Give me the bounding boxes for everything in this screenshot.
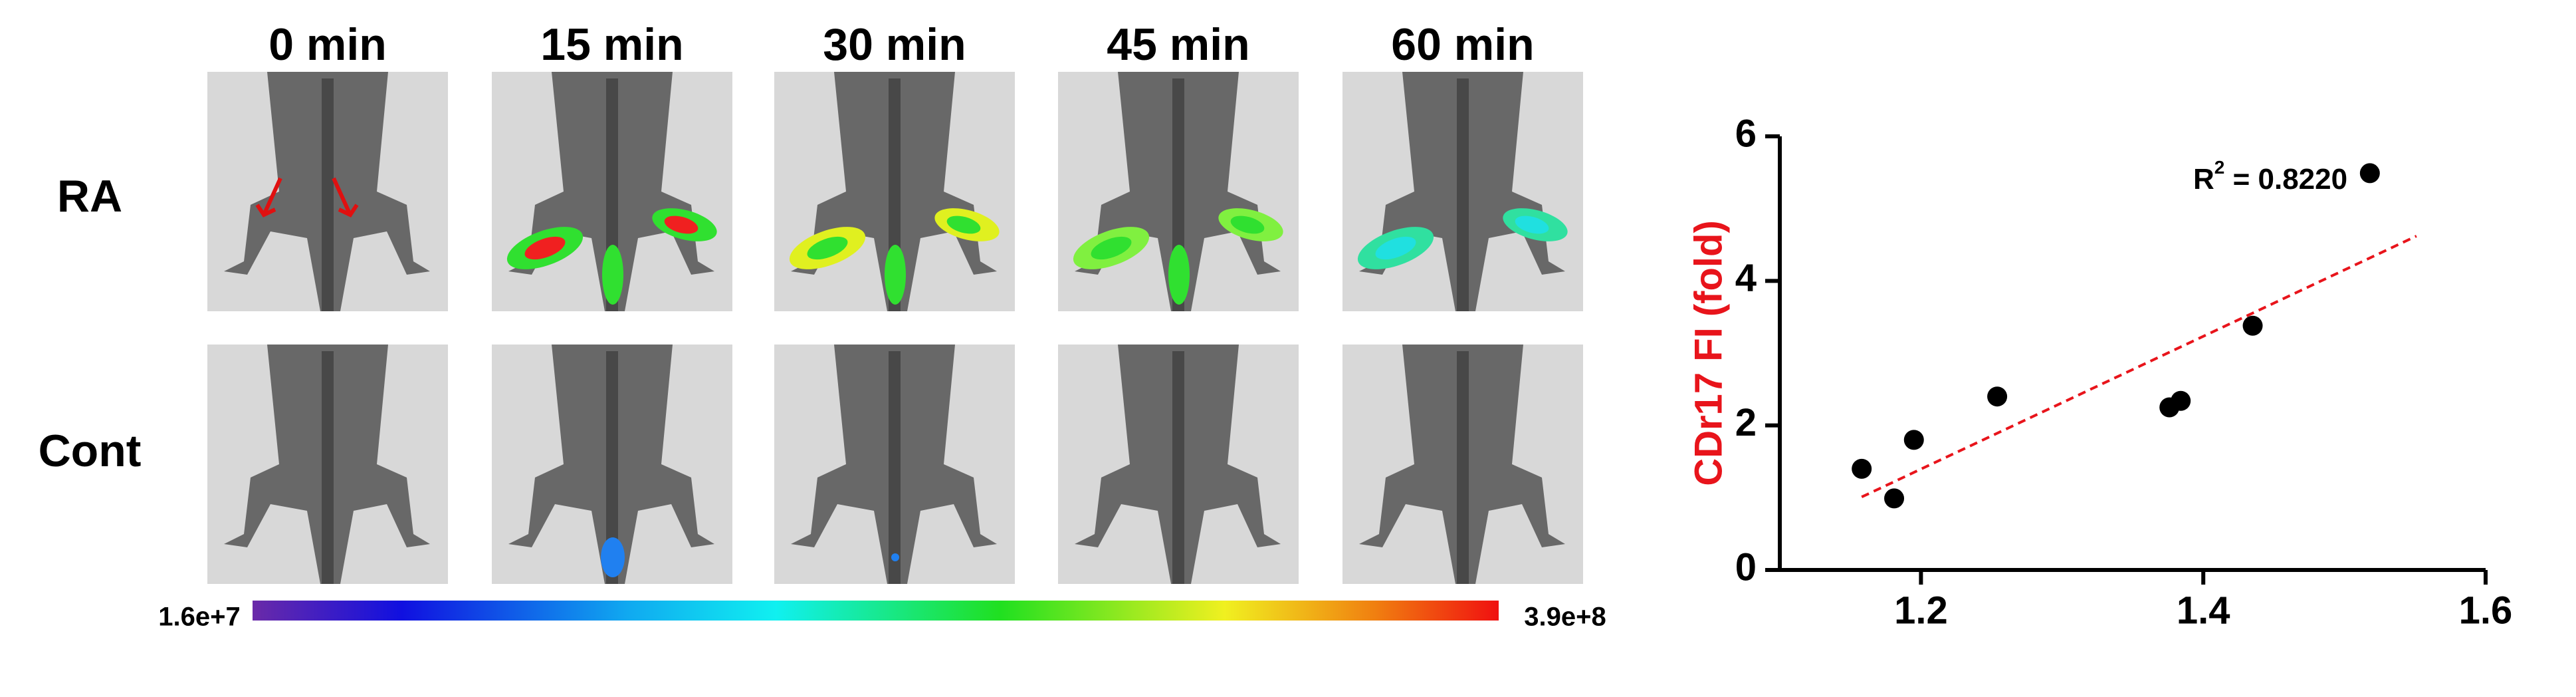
x-tick-label: 1.6	[2459, 589, 2513, 632]
y-tick-label: 0	[1735, 545, 1757, 589]
signal-tail	[601, 537, 625, 577]
signal-right-core	[1230, 215, 1265, 234]
trendline	[1861, 235, 2417, 499]
spine	[1172, 351, 1184, 584]
signal-right-core	[1515, 215, 1549, 234]
annotation-part: 2	[2214, 157, 2225, 178]
arrow	[332, 177, 359, 217]
spine	[1457, 78, 1469, 311]
r-squared-annotation: R2 = 0.8220	[2193, 157, 2347, 195]
arrow	[255, 177, 282, 217]
image-panels: 0 min 15 min 30 min 45 min 60 min RA Cont	[39, 19, 1583, 584]
point	[1852, 458, 1872, 479]
point	[2359, 163, 2380, 184]
panel-image	[207, 345, 448, 584]
panel-image	[207, 72, 448, 311]
signal-left-core	[1375, 236, 1416, 260]
column-label: 60 min	[1391, 19, 1534, 70]
point	[1987, 386, 2008, 407]
spine	[606, 351, 618, 584]
x-tick-label: 1.2	[1894, 589, 1948, 632]
annotation-part: = 0.8220	[2224, 163, 2347, 196]
signal-right-core	[664, 215, 698, 234]
colorbar-min-label: 1.6e+7	[158, 603, 240, 632]
spine	[889, 351, 901, 584]
point	[2171, 390, 2191, 411]
panel-image	[774, 345, 1015, 584]
point	[1884, 488, 1905, 509]
column-label: 30 min	[823, 19, 966, 70]
signal-left-core	[524, 236, 566, 260]
panel-image	[774, 72, 1015, 311]
panel-image	[1058, 72, 1299, 311]
annotation-part: R	[2193, 163, 2214, 196]
signal-tail	[1168, 245, 1190, 305]
panel-image	[492, 345, 732, 584]
x-tick-label: 1.4	[2177, 589, 2230, 632]
signal-tail	[602, 245, 623, 305]
column-label: 45 min	[1107, 19, 1249, 70]
panel-image	[1342, 72, 1583, 311]
column-label: 15 min	[540, 19, 683, 70]
signal-left-core	[1091, 236, 1132, 260]
y-tick-label: 4	[1735, 257, 1757, 300]
y-tick-label: 2	[1735, 401, 1757, 444]
y-tick-label: 6	[1735, 112, 1757, 155]
panel-image	[1058, 345, 1299, 584]
signal-left-core	[807, 236, 848, 260]
signal-tail	[891, 553, 899, 561]
spine	[322, 78, 334, 311]
colorbar-max-label: 3.9e+8	[1524, 603, 1606, 632]
spine	[1457, 351, 1469, 584]
signal-right-core	[946, 215, 981, 234]
panel-image	[1342, 345, 1583, 584]
point	[2242, 315, 2263, 336]
column-label: 0 min	[268, 19, 387, 70]
panel-image	[492, 72, 732, 311]
signal-tail	[885, 245, 906, 305]
row-label: RA	[57, 171, 122, 221]
colorbar	[253, 601, 1499, 621]
y-axis-label: CDr17 FI (fold)	[1687, 220, 1730, 486]
spine	[322, 351, 334, 584]
row-label: Cont	[39, 426, 142, 476]
point	[1903, 430, 1924, 450]
